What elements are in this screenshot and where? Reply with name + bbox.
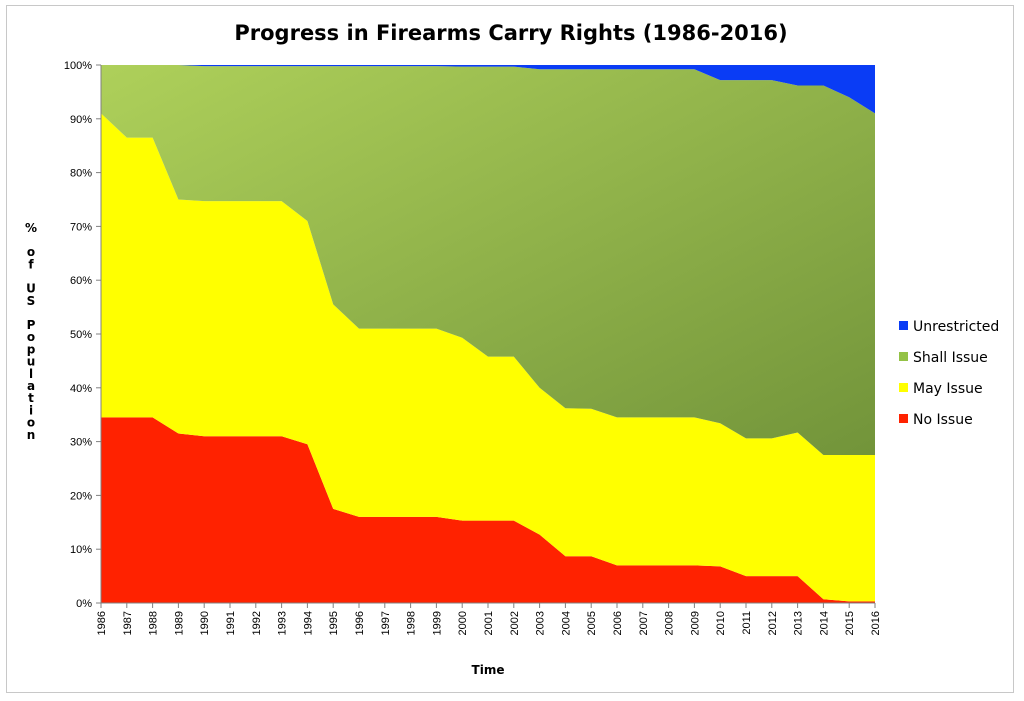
x-tick-label: 2000 xyxy=(457,611,469,635)
x-tick-label: 1994 xyxy=(302,611,314,635)
y-axis-label-char: t xyxy=(28,391,34,405)
y-tick-label: 10% xyxy=(70,544,92,556)
legend-label-shall-issue: Shall Issue xyxy=(913,350,988,366)
y-axis-label-char: o xyxy=(27,330,35,344)
y-axis-label-char: o xyxy=(27,416,35,430)
legend-label-may-issue: May Issue xyxy=(913,381,983,397)
y-tick-label: 50% xyxy=(70,329,92,341)
area-no-issue xyxy=(101,417,875,603)
x-tick-label: 1996 xyxy=(354,611,366,635)
x-tick-label: 1999 xyxy=(431,611,443,635)
y-tick-label: 80% xyxy=(70,168,92,180)
y-tick-labels: 0% 10% 20% 30% 40% 50% 60% 70% 80% 90% 100% xyxy=(64,60,92,610)
x-tick-label: 2011 xyxy=(741,611,753,635)
y-tick-label: 0% xyxy=(76,598,92,610)
y-axis-label-char: f xyxy=(28,257,34,271)
y-tick-label: 70% xyxy=(70,221,92,233)
y-axis-label-char: S xyxy=(27,294,36,308)
legend-swatch-no-issue xyxy=(899,414,908,423)
x-tick-label: 1990 xyxy=(199,611,211,635)
x-axis-label: Time xyxy=(472,663,505,677)
area-layer xyxy=(101,65,875,603)
y-tick-label: 90% xyxy=(70,114,92,126)
y-axis-label-char: l xyxy=(29,367,33,381)
x-tick-label: 1987 xyxy=(122,611,134,635)
legend-swatch-may-issue xyxy=(899,383,908,392)
legend-label-unrestricted: Unrestricted xyxy=(913,319,999,335)
y-axis-label-char: % xyxy=(25,221,37,235)
x-tick-labels: 1986 1987 1988 1989 1990 1991 1992 1993 1994 1995… xyxy=(96,611,882,635)
y-axis-label-char: n xyxy=(27,428,36,442)
x-tick-label: 1988 xyxy=(148,611,160,635)
x-tick-label: 1986 xyxy=(96,611,108,635)
x-tick-label: 1993 xyxy=(277,611,289,635)
x-tick-label: 2008 xyxy=(664,611,676,635)
x-tick-label: 2004 xyxy=(560,611,572,635)
legend-swatch-shall-issue xyxy=(899,352,908,361)
x-tick-label: 1997 xyxy=(380,611,392,635)
y-axis-label-char: P xyxy=(27,318,36,332)
axes-layer xyxy=(96,64,876,608)
y-tick-label: 100% xyxy=(64,60,92,72)
chart-title: Progress in Firearms Carry Rights (1986-… xyxy=(234,21,787,45)
y-tick-label: 60% xyxy=(70,275,92,287)
x-tick-label: 1992 xyxy=(251,611,263,635)
x-tick-label: 1998 xyxy=(406,611,418,635)
x-tick-label: 2009 xyxy=(689,611,701,635)
y-axis-label-char: a xyxy=(27,379,35,393)
x-tick-label: 2006 xyxy=(612,611,624,635)
legend: Unrestricted Shall Issue May Issue No Issue xyxy=(899,319,999,428)
legend-label-no-issue: No Issue xyxy=(913,412,973,428)
y-tick-label: 20% xyxy=(70,490,92,502)
legend-swatch-unrestricted xyxy=(899,321,908,330)
x-tick-label: 2003 xyxy=(535,611,547,635)
x-tick-label: 2016 xyxy=(870,611,882,635)
y-tick-label: 40% xyxy=(70,383,92,395)
x-tick-label: 1991 xyxy=(225,611,237,635)
x-tick-label: 2012 xyxy=(767,611,779,635)
x-tick-label: 1995 xyxy=(328,611,340,635)
x-tick-label: 1989 xyxy=(173,611,185,635)
y-axis-label-char: p xyxy=(27,342,36,356)
x-tick-label: 2002 xyxy=(509,611,521,635)
y-axis-label-char: o xyxy=(27,245,35,259)
x-tick-label: 2013 xyxy=(793,611,805,635)
area-may-issue xyxy=(101,113,875,602)
x-tick-label: 2010 xyxy=(715,611,727,635)
y-axis-label-char: i xyxy=(29,403,33,417)
x-tick-label: 2007 xyxy=(638,611,650,635)
y-axis-label-char: u xyxy=(27,355,36,369)
x-tick-label: 2001 xyxy=(483,611,495,635)
x-tick-label: 2015 xyxy=(844,611,856,635)
y-tick-label: 30% xyxy=(70,437,92,449)
x-tick-label: 2005 xyxy=(586,611,598,635)
y-axis-label-char: U xyxy=(26,282,36,296)
area-shall-issue xyxy=(101,65,875,456)
area-unrestricted xyxy=(101,65,875,114)
x-tick-label: 2014 xyxy=(818,611,830,635)
